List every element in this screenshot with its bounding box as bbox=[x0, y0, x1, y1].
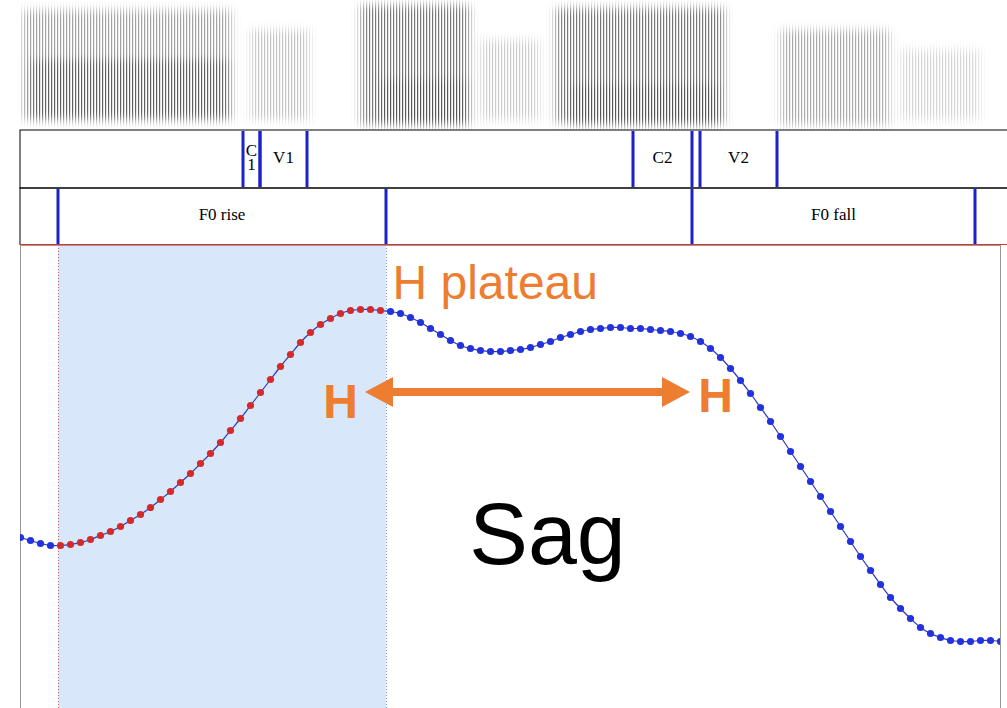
svg-text:C1: C1 bbox=[246, 141, 257, 174]
svg-text:F0 fall: F0 fall bbox=[811, 205, 856, 224]
svg-text:H: H bbox=[698, 369, 733, 422]
svg-text:V1: V1 bbox=[273, 148, 294, 167]
svg-text:H plateau: H plateau bbox=[393, 256, 598, 309]
svg-text:F0 rise: F0 rise bbox=[199, 205, 246, 224]
svg-text:H: H bbox=[323, 375, 358, 428]
svg-text:V2: V2 bbox=[728, 148, 749, 167]
svg-text:Sag: Sag bbox=[469, 484, 626, 583]
svg-text:C2: C2 bbox=[653, 148, 673, 167]
